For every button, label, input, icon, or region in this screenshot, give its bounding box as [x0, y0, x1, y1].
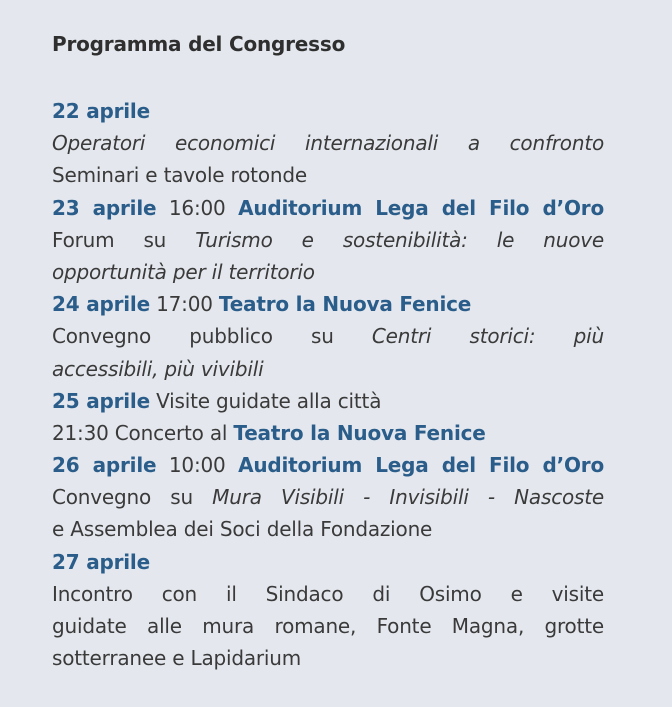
- program-line: e Assemblea dei Soci della Fondazione: [52, 513, 604, 545]
- program-line: 21:30 Concerto al Teatro la Nuova Fenice: [52, 417, 604, 449]
- program-text: Forum su: [52, 227, 196, 252]
- date-label: 25 aprile: [52, 388, 150, 413]
- date-label: 24 aprile: [52, 292, 150, 317]
- venue-label: Teatro la Nuova Fenice: [233, 420, 486, 445]
- program-text: e Assemblea dei Soci della Fondazione: [52, 517, 433, 542]
- program-text: opportunità per il territorio: [52, 259, 315, 284]
- program-text: Visite guidate alla città: [149, 388, 382, 413]
- program-line: Operatori economici internazionali a con…: [52, 127, 604, 159]
- program-text: Mura Visibili - Invisibili - Nascoste: [212, 485, 604, 510]
- program-line: Forum su Turismo e sostenibilità: le nuo…: [52, 224, 604, 256]
- program-line: 23 aprile 16:00 Auditorium Lega del Filo…: [52, 192, 604, 224]
- venue-label: Auditorium Lega del Filo d’Oro: [238, 453, 604, 478]
- program-line: guidate alle mura romane, Fonte Magna, g…: [52, 610, 604, 642]
- program-text: Convegno su: [52, 485, 213, 510]
- program-text: 17:00: [149, 292, 219, 317]
- program-line: 25 aprile Visite guidate alla città: [52, 385, 604, 417]
- program-body: 22 aprile Operatori economici internazion…: [52, 95, 604, 674]
- program-text: 21:30 Concerto al: [52, 420, 234, 445]
- program-text: sotterranee e Lapidarium: [52, 646, 302, 671]
- program-line: 27 aprile: [52, 546, 604, 578]
- program-text: 16:00: [156, 195, 239, 220]
- program-line: accessibili, più vivibili: [52, 353, 604, 385]
- venue-label: Auditorium Lega del Filo d’Oro: [238, 195, 604, 220]
- program-text: Centri storici: più: [371, 324, 604, 349]
- program-line: sotterranee e Lapidarium: [52, 642, 604, 674]
- date-label: 22 aprile: [52, 99, 150, 123]
- program-line: Convegno pubblico su Centri storici: più: [52, 320, 604, 352]
- program-line: Seminari e tavole rotonde: [52, 159, 604, 191]
- program-text: accessibili, più vivibili: [52, 356, 264, 381]
- program-text: Seminari e tavole rotonde: [52, 163, 307, 188]
- program-text: Turismo e sostenibilità: le nuove: [195, 227, 604, 252]
- program-line: 24 aprile 17:00 Teatro la Nuova Fenice: [52, 288, 604, 320]
- program-line: 22 aprile: [52, 95, 604, 127]
- date-label: 27 aprile: [52, 549, 150, 574]
- program-text: Convegno pubblico su: [52, 324, 372, 349]
- date-label: 26 aprile: [52, 453, 157, 478]
- program-line: Incontro con il Sindaco di Osimo e visit…: [52, 578, 604, 610]
- program-line: Convegno su Mura Visibili - Invisibili -…: [52, 481, 604, 513]
- program-text: 10:00: [156, 453, 239, 478]
- venue-label: Teatro la Nuova Fenice: [218, 292, 472, 317]
- date-label: 23 aprile: [52, 195, 157, 220]
- program-line: 26 aprile 10:00 Auditorium Lega del Filo…: [52, 449, 604, 481]
- program-line: opportunità per il territorio: [52, 256, 604, 288]
- program-text: Incontro con il Sindaco di Osimo e visit…: [52, 581, 604, 606]
- document-title: Programma del Congresso: [52, 32, 346, 56]
- program-text: Operatori economici internazionali a con…: [52, 131, 604, 156]
- program-text: guidate alle mura romane, Fonte Magna, g…: [52, 614, 604, 638]
